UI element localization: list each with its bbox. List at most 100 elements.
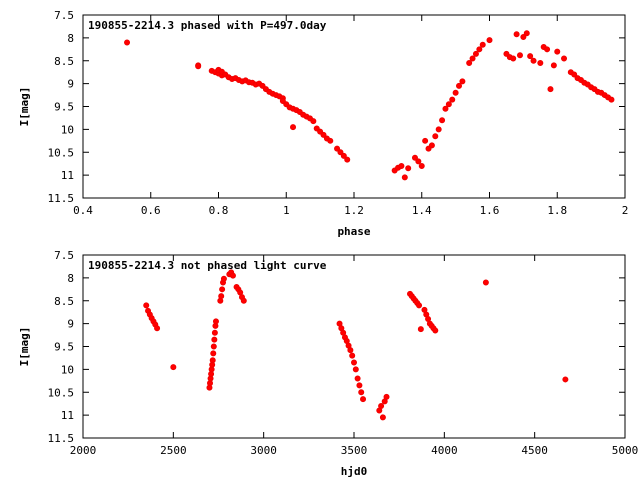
data-point bbox=[523, 30, 530, 37]
data-point bbox=[210, 343, 217, 350]
y-tick-label: 10.5 bbox=[48, 146, 75, 159]
data-point bbox=[170, 364, 177, 371]
x-tick-label: 4500 bbox=[521, 444, 548, 457]
data-point bbox=[562, 376, 569, 383]
data-point bbox=[479, 41, 486, 48]
x-tick-label: 0.8 bbox=[209, 204, 229, 217]
data-point bbox=[340, 152, 347, 159]
data-point bbox=[513, 31, 520, 38]
data-point bbox=[211, 329, 218, 336]
data-point bbox=[449, 96, 456, 103]
data-point bbox=[530, 57, 537, 64]
data-point bbox=[383, 393, 390, 400]
data-point bbox=[401, 174, 408, 181]
data-point bbox=[452, 89, 459, 96]
data-point bbox=[428, 142, 435, 149]
x-tick-label: 0.4 bbox=[73, 204, 93, 217]
data-point bbox=[422, 137, 429, 144]
data-point bbox=[472, 50, 479, 57]
y-tick-label: 9 bbox=[67, 318, 74, 331]
data-point bbox=[337, 149, 344, 156]
plot-frame bbox=[82, 254, 626, 439]
y-tick-label: 11 bbox=[61, 169, 74, 182]
data-point bbox=[418, 162, 425, 169]
x-tick-label: 5000 bbox=[612, 444, 639, 457]
data-point bbox=[411, 154, 418, 161]
y-tick-label: 9.5 bbox=[54, 341, 74, 354]
data-point bbox=[378, 402, 385, 409]
data-point bbox=[350, 359, 357, 366]
x-tick-label: 4000 bbox=[431, 444, 458, 457]
data-point bbox=[379, 414, 386, 421]
data-point bbox=[476, 46, 483, 53]
plot-frame bbox=[82, 14, 626, 199]
chart-title: 190855-2214.3 not phased light curve bbox=[88, 259, 327, 272]
data-point bbox=[349, 352, 356, 359]
data-point bbox=[537, 60, 544, 67]
data-point bbox=[417, 326, 424, 333]
data-point bbox=[356, 382, 363, 389]
data-point bbox=[154, 325, 161, 332]
data-point bbox=[352, 366, 359, 373]
data-point bbox=[195, 63, 202, 70]
data-point bbox=[439, 117, 446, 124]
y-tick-label: 7.5 bbox=[54, 9, 74, 22]
data-point bbox=[482, 279, 489, 286]
data-point bbox=[240, 297, 247, 304]
data-point bbox=[466, 60, 473, 67]
data-point bbox=[220, 275, 227, 282]
data-point bbox=[143, 302, 150, 309]
data-point bbox=[354, 375, 361, 382]
data-point bbox=[442, 105, 449, 112]
data-point bbox=[347, 347, 354, 354]
data-point bbox=[469, 55, 476, 62]
data-point bbox=[432, 133, 439, 140]
data-point bbox=[510, 55, 517, 62]
y-axis-label: I[mag] bbox=[18, 327, 31, 367]
x-tick-label: 2500 bbox=[160, 444, 187, 457]
y-tick-label: 8.5 bbox=[54, 55, 74, 68]
data-point bbox=[219, 286, 226, 293]
data-point bbox=[310, 118, 317, 125]
y-tick-label: 11 bbox=[61, 409, 74, 422]
y-tick-label: 10 bbox=[61, 123, 74, 136]
x-axis-label: hjd0 bbox=[341, 465, 368, 478]
data-point bbox=[520, 33, 527, 40]
data-point bbox=[210, 350, 217, 357]
data-point bbox=[456, 82, 463, 89]
y-tick-label: 8.5 bbox=[54, 295, 74, 308]
data-point bbox=[405, 165, 412, 172]
data-point bbox=[561, 55, 568, 62]
data-point bbox=[358, 389, 365, 396]
y-tick-label: 10.5 bbox=[48, 386, 75, 399]
data-point bbox=[435, 126, 442, 133]
data-point bbox=[218, 293, 225, 300]
y-tick-label: 9 bbox=[67, 78, 74, 91]
x-tick-label: 1 bbox=[283, 204, 290, 217]
y-tick-label: 9.5 bbox=[54, 101, 74, 114]
data-point bbox=[544, 46, 551, 53]
y-tick-label: 10 bbox=[61, 363, 74, 376]
x-tick-label: 2 bbox=[622, 204, 629, 217]
data-point bbox=[360, 396, 367, 403]
data-point bbox=[550, 62, 557, 69]
data-point bbox=[445, 101, 452, 108]
data-point bbox=[459, 78, 466, 85]
data-point bbox=[608, 96, 615, 103]
y-tick-label: 11.5 bbox=[48, 432, 75, 445]
data-point bbox=[212, 318, 219, 325]
x-tick-label: 1.6 bbox=[480, 204, 500, 217]
x-tick-label: 3000 bbox=[250, 444, 277, 457]
phased-light-curve-panel: 0.4 0.6 0.8 1 1.2 1.4 1.6 1.8 2 7.5 8 8.5 9 9.5 10 10.5… bbox=[18, 9, 628, 238]
data-point bbox=[344, 156, 351, 163]
data-point bbox=[320, 131, 327, 138]
data-point bbox=[547, 86, 554, 93]
data-point bbox=[527, 53, 534, 60]
x-tick-label: 1.8 bbox=[547, 204, 567, 217]
x-tick-label: 1.2 bbox=[344, 204, 364, 217]
data-point bbox=[229, 272, 236, 279]
x-tick-label: 3500 bbox=[341, 444, 368, 457]
data-point bbox=[516, 52, 523, 59]
